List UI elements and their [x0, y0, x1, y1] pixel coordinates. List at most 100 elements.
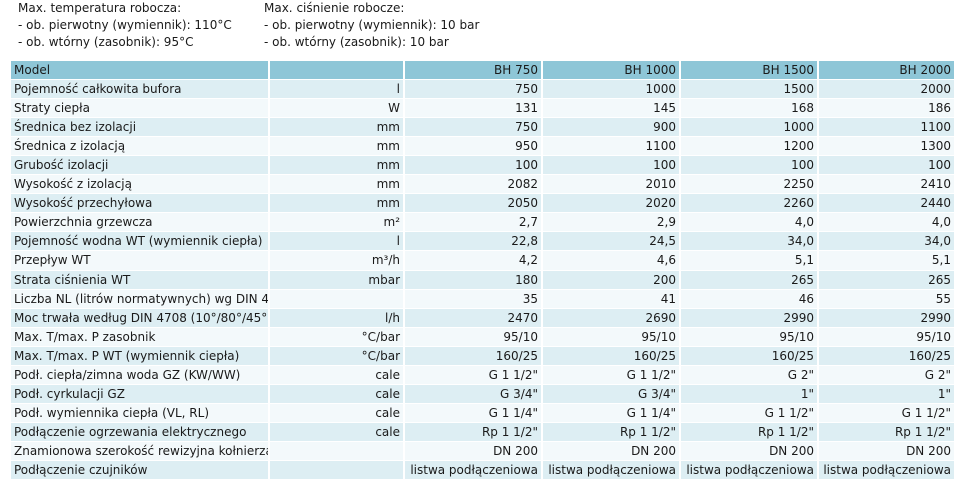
row-value: 4,2 — [404, 250, 543, 271]
row-label: Max. T/max. P zasobnik — [11, 327, 270, 347]
row-value: DN 200 — [542, 441, 681, 461]
row-value: 2,7 — [404, 212, 543, 233]
row-value: Rp 1 1/2" — [404, 422, 543, 442]
row-value: 34,0 — [680, 231, 819, 252]
row-value: 2990 — [680, 308, 819, 328]
row-unit: cale — [269, 403, 405, 423]
header-model-bh2000: BH 2000 — [818, 61, 954, 81]
row-value: 168 — [680, 98, 819, 119]
row-value: G 3/4" — [542, 384, 681, 404]
table-row: Max. T/max. P WT (wymiennik ciepła) °C/ba… — [11, 346, 954, 366]
row-label: Podł. wymiennika ciepła (VL, RL) — [11, 403, 270, 423]
max-temperature-primary: - ob. pierwotny (wymiennik): 110°C — [18, 18, 232, 32]
row-value: G 1 1/4" — [542, 403, 681, 423]
row-value: 100 — [680, 155, 819, 176]
row-unit: l/h — [269, 308, 405, 328]
table-row: Max. T/max. P zasobnik °C/bar 95/10 95/10 95… — [11, 327, 954, 347]
row-value: 2990 — [818, 308, 954, 328]
row-value: G 1 1/2" — [542, 365, 681, 385]
row-unit: mm — [269, 155, 405, 176]
row-value: 2260 — [680, 193, 819, 214]
row-unit: m³/h — [269, 250, 405, 271]
max-pressure-title: Max. ciśnienie robocze: — [264, 1, 405, 15]
header-model-bh750: BH 750 — [404, 61, 543, 81]
row-unit: mm — [269, 136, 405, 157]
table-header-row: Model BH 750 BH 1000 BH 1500 BH 2000 — [11, 61, 954, 81]
row-value: 100 — [818, 155, 954, 176]
max-pressure-note: Max. ciśnienie robocze: - ob. pierwotny … — [264, 0, 479, 51]
row-value: G 1 1/2" — [680, 403, 819, 423]
table-row: Podł. wymiennika ciepła (VL, RL) cale G 1 … — [11, 403, 954, 423]
specification-table: Model BH 750 BH 1000 BH 1500 BH 2000 Poj… — [11, 61, 954, 481]
row-value: 95/10 — [818, 327, 954, 347]
row-label: Wysokość przechyłowa — [11, 193, 270, 214]
header-model-label: Model — [11, 61, 270, 81]
row-value: Rp 1 1/2" — [542, 422, 681, 442]
row-value: 100 — [404, 155, 543, 176]
row-value: 35 — [404, 289, 543, 309]
row-value: G 1 1/2" — [818, 403, 954, 423]
table-row: Grubość izolacji mm 100 100 100 100 — [11, 155, 954, 176]
row-value: 1100 — [818, 117, 954, 138]
row-unit: mm — [269, 117, 405, 138]
row-value: 46 — [680, 289, 819, 309]
row-label: Podł. ciepła/zimna woda GZ (KW/WW) — [11, 365, 270, 385]
row-label: Max. T/max. P WT (wymiennik ciepła) — [11, 346, 270, 366]
row-value: 180 — [404, 270, 543, 290]
row-unit: cale — [269, 422, 405, 442]
row-value: listwa podłączeniowa — [818, 460, 954, 481]
row-value: 5,1 — [818, 250, 954, 271]
row-value: 1500 — [680, 79, 819, 100]
row-value: 2410 — [818, 174, 954, 195]
table-row: Moc trwała według DIN 4708 (10°/80°/45°)… — [11, 308, 954, 328]
row-value: 1" — [680, 384, 819, 404]
row-unit: l — [269, 231, 405, 252]
row-value: 160/25 — [680, 346, 819, 366]
row-label: Liczba NL (litrów normatywnych) wg DIN 4… — [11, 289, 270, 309]
row-value: 24,5 — [542, 231, 681, 252]
row-label: Podłączenie ogrzewania elektrycznego — [11, 422, 270, 442]
row-unit: cale — [269, 365, 405, 385]
row-value: 4,6 — [542, 250, 681, 271]
row-value: 2082 — [404, 174, 543, 195]
row-value: 750 — [404, 117, 543, 138]
row-unit: °C/bar — [269, 346, 405, 366]
row-value: 2440 — [818, 193, 954, 214]
row-unit: °C/bar — [269, 327, 405, 347]
table-row: Strata ciśnienia WT mbar 180 200 265 265 — [11, 270, 954, 290]
row-value: 2000 — [818, 79, 954, 100]
row-label: Pojemność całkowita bufora — [11, 79, 270, 100]
row-value: 1100 — [542, 136, 681, 157]
row-unit: mbar — [269, 270, 405, 290]
row-unit: W — [269, 98, 405, 119]
row-label: Strata ciśnienia WT — [11, 270, 270, 290]
row-value: 1" — [818, 384, 954, 404]
max-temperature-note: Max. temperatura robocza: - ob. pierwotn… — [18, 0, 232, 51]
table-row: Podł. ciepła/zimna woda GZ (KW/WW) cale G … — [11, 365, 954, 385]
row-value: 2,9 — [542, 212, 681, 233]
row-value: 950 — [404, 136, 543, 157]
row-label: Straty ciepła — [11, 98, 270, 119]
row-label: Podł. cyrkulacji GZ — [11, 384, 270, 404]
row-value: 900 — [542, 117, 681, 138]
row-value: 100 — [542, 155, 681, 176]
row-value: listwa podłączeniowa — [542, 460, 681, 481]
row-value: 2690 — [542, 308, 681, 328]
row-value: 1000 — [680, 117, 819, 138]
row-value: 4,0 — [818, 212, 954, 233]
row-label: Średnica z izolacją — [11, 136, 270, 157]
row-unit: m² — [269, 212, 405, 233]
row-label: Wysokość z izolacją — [11, 174, 270, 195]
header-model-bh1000: BH 1000 — [542, 61, 681, 81]
row-value: 95/10 — [680, 327, 819, 347]
row-value: 4,0 — [680, 212, 819, 233]
table-row: Znamionowa szerokość rewizyjna kołnierza… — [11, 441, 954, 461]
row-label: Średnica bez izolacji — [11, 117, 270, 138]
row-value: G 2" — [680, 365, 819, 385]
max-temperature-title: Max. temperatura robocza: — [18, 1, 182, 15]
table-row: Średnica z izolacją mm 950 1100 1200 1300 — [11, 136, 954, 157]
table-row: Pojemność wodna WT (wymiennik ciepła) l 22… — [11, 231, 954, 252]
row-value: 265 — [818, 270, 954, 290]
row-value: 750 — [404, 79, 543, 100]
row-unit: mm — [269, 193, 405, 214]
